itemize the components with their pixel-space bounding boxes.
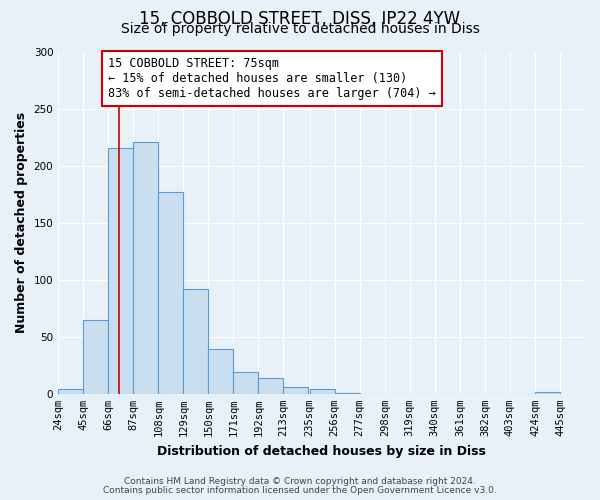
Bar	[233, 372, 259, 394]
Bar	[310, 389, 335, 394]
Bar	[535, 392, 560, 394]
Bar	[335, 392, 360, 394]
Bar	[208, 350, 233, 394]
Bar	[158, 192, 184, 394]
Text: Contains public sector information licensed under the Open Government Licence v3: Contains public sector information licen…	[103, 486, 497, 495]
Bar	[133, 142, 158, 394]
Text: 15 COBBOLD STREET: 75sqm
← 15% of detached houses are smaller (130)
83% of semi-: 15 COBBOLD STREET: 75sqm ← 15% of detach…	[108, 57, 436, 100]
Y-axis label: Number of detached properties: Number of detached properties	[15, 112, 28, 333]
Bar	[83, 320, 108, 394]
Text: Contains HM Land Registry data © Crown copyright and database right 2024.: Contains HM Land Registry data © Crown c…	[124, 477, 476, 486]
Bar	[283, 387, 308, 394]
X-axis label: Distribution of detached houses by size in Diss: Distribution of detached houses by size …	[157, 444, 486, 458]
Text: 15, COBBOLD STREET, DISS, IP22 4YW: 15, COBBOLD STREET, DISS, IP22 4YW	[139, 10, 461, 28]
Text: Size of property relative to detached houses in Diss: Size of property relative to detached ho…	[121, 22, 479, 36]
Bar	[108, 148, 133, 394]
Bar	[58, 389, 83, 394]
Bar	[184, 289, 208, 394]
Bar	[259, 378, 283, 394]
